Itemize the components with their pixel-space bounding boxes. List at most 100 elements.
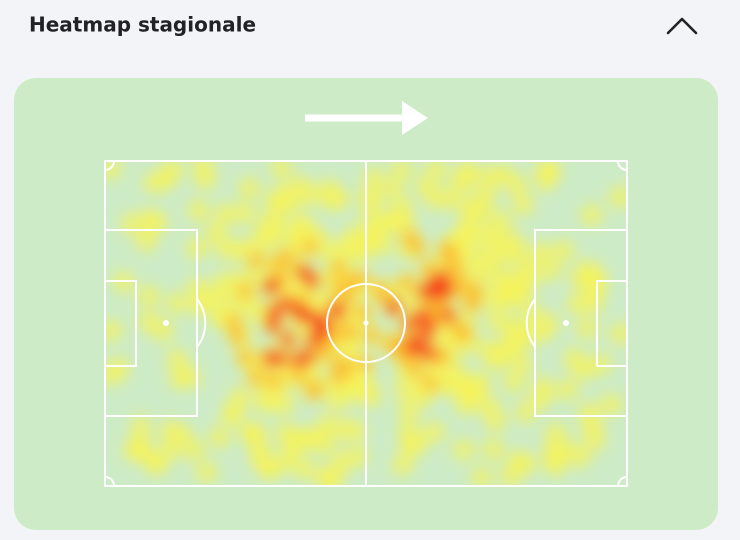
heat-blob — [319, 338, 336, 355]
heat-blob — [452, 439, 475, 462]
heat-blob — [229, 239, 252, 262]
heat-blob — [507, 450, 530, 473]
heat-blob — [130, 440, 153, 463]
heat-blob — [580, 204, 603, 227]
heat-blob — [330, 303, 347, 320]
heat-blob — [444, 373, 467, 396]
heat-blob — [154, 168, 177, 191]
heat-blob — [539, 258, 562, 281]
heat-blob — [120, 212, 143, 235]
heat-blob — [296, 264, 313, 281]
heat-blob — [248, 369, 265, 386]
heat-blob — [238, 177, 261, 200]
heat-blob — [273, 392, 296, 415]
heat-blob — [466, 282, 483, 299]
heat-blob — [135, 229, 158, 252]
heat-blob — [237, 283, 254, 300]
heat-blob — [470, 466, 493, 486]
heat-blob — [454, 220, 477, 243]
heat-blob — [334, 323, 351, 340]
heat-blob — [294, 457, 317, 480]
heat-blob — [295, 306, 312, 323]
heat-blob — [609, 185, 627, 208]
heat-blob — [275, 450, 298, 473]
heat-blob — [493, 243, 516, 266]
heat-blob — [137, 310, 160, 333]
heat-blob — [386, 298, 403, 315]
heat-blob — [454, 393, 477, 416]
heat-blob — [569, 445, 592, 468]
heat-blob — [267, 303, 284, 320]
heat-blob — [581, 415, 604, 438]
heat-blob — [451, 322, 468, 339]
heat-blob — [182, 439, 205, 462]
heat-blob — [266, 372, 283, 389]
heatmap — [105, 161, 627, 486]
heat-blob — [362, 167, 385, 190]
heat-blob — [265, 317, 282, 334]
heat-blob — [270, 161, 293, 179]
heat-blob — [572, 358, 595, 381]
heat-blob — [510, 352, 533, 375]
heat-blob — [530, 386, 553, 409]
heat-blob — [272, 351, 289, 368]
heat-blob — [339, 381, 362, 404]
heat-blob — [371, 215, 394, 238]
heat-blob — [402, 315, 419, 332]
heat-blob — [261, 350, 278, 367]
heat-blob — [208, 426, 231, 449]
heat-blob — [600, 393, 623, 416]
heat-blob — [505, 174, 528, 197]
heat-blob — [398, 274, 415, 291]
heat-blob — [511, 326, 534, 349]
heat-blob — [440, 187, 463, 210]
heat-blob — [105, 363, 122, 386]
heat-blob — [478, 221, 501, 244]
heat-blob — [537, 313, 560, 336]
heat-blob — [299, 349, 316, 366]
heat-blob — [105, 161, 122, 180]
heat-blob — [423, 420, 446, 443]
heat-blob — [211, 288, 234, 311]
heat-blob — [305, 383, 322, 400]
widget-title: Heatmap stagionale — [29, 13, 256, 37]
heat-blob — [316, 316, 333, 333]
heat-blob — [512, 193, 535, 216]
heat-blob — [354, 304, 371, 321]
heat-blob — [457, 248, 480, 271]
heat-blob — [165, 292, 188, 315]
heat-blob — [229, 328, 246, 345]
heat-blob — [534, 169, 557, 192]
heat-blob — [330, 239, 353, 262]
heat-blob — [515, 254, 538, 277]
heat-blob — [166, 348, 189, 371]
heat-blob — [225, 314, 242, 331]
heat-blob — [440, 308, 457, 325]
heat-blob — [436, 282, 453, 299]
heat-blob — [452, 275, 469, 292]
heat-blob — [276, 182, 299, 205]
heat-blob — [397, 401, 420, 424]
heat-blob — [399, 435, 422, 458]
heat-blob — [332, 418, 355, 441]
heat-blob — [105, 319, 123, 342]
heat-blob — [279, 331, 296, 348]
heat-blob — [221, 403, 244, 426]
heat-blob — [260, 226, 283, 249]
heat-blob — [237, 349, 254, 366]
heat-blob — [545, 422, 568, 445]
heat-blob — [609, 322, 627, 345]
heat-blob — [146, 453, 169, 476]
heat-blob — [205, 221, 228, 244]
heat-blob — [425, 161, 448, 181]
heat-blob — [477, 243, 500, 266]
heat-blob — [421, 261, 438, 278]
heat-blob — [159, 438, 182, 461]
heat-blob — [459, 196, 482, 219]
heat-blob — [269, 255, 286, 272]
collapse-chevron[interactable] — [666, 17, 698, 35]
heat-blob — [552, 239, 575, 262]
heat-blob — [248, 252, 265, 269]
heat-blob — [502, 370, 525, 393]
